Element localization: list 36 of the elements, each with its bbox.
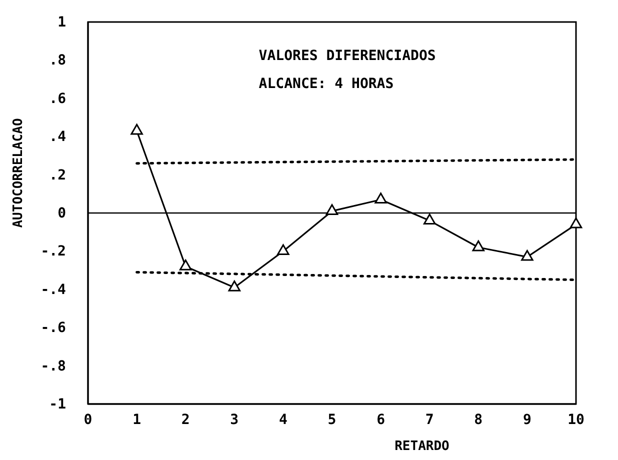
- x-tick-label: 2: [181, 412, 190, 428]
- annotation: VALORES DIFERENCIADOS: [258, 48, 436, 64]
- point: [228, 280, 241, 292]
- y-tick-label: -.6: [40, 320, 66, 336]
- annotation: ALCANCE: 4 HORAS: [258, 76, 394, 92]
- x-tick-label: 6: [376, 412, 386, 428]
- point: [326, 204, 338, 215]
- y-axis-title: AUTOCORRELACAO: [11, 118, 26, 228]
- x-tick-label: 7: [425, 412, 434, 428]
- y-tick-label: 0: [58, 205, 66, 222]
- x-tick-label: 8: [474, 412, 483, 428]
- point: [521, 250, 534, 261]
- y-tick-label: .4: [49, 129, 66, 146]
- x-tick-label: 5: [328, 412, 336, 428]
- point: [130, 124, 143, 135]
- point: [374, 192, 387, 204]
- y-tick-label: -.2: [40, 244, 66, 260]
- x-tick-label: 0: [84, 412, 92, 428]
- point: [472, 240, 485, 252]
- y-tick-label: -.8: [40, 358, 66, 374]
- point: [179, 260, 192, 270]
- x-tick-label: 3: [230, 412, 239, 428]
- y-tick-label: .2: [49, 167, 66, 184]
- y-tick-label: .6: [49, 90, 66, 107]
- x-axis-title: RETARDO: [394, 439, 450, 454]
- x-tick-label: 9: [522, 412, 532, 428]
- point: [570, 218, 582, 228]
- y-tick-label: 1: [58, 14, 66, 30]
- y-tick-label: .8: [49, 52, 66, 69]
- point: [277, 244, 290, 256]
- y-tick-label: -1: [49, 396, 66, 412]
- x-tick-label: 10: [568, 412, 584, 428]
- x-tick-label: 4: [278, 412, 288, 428]
- point: [423, 214, 436, 224]
- y-tick-label: -.4: [40, 282, 66, 298]
- x-tick-label: 1: [132, 412, 142, 428]
